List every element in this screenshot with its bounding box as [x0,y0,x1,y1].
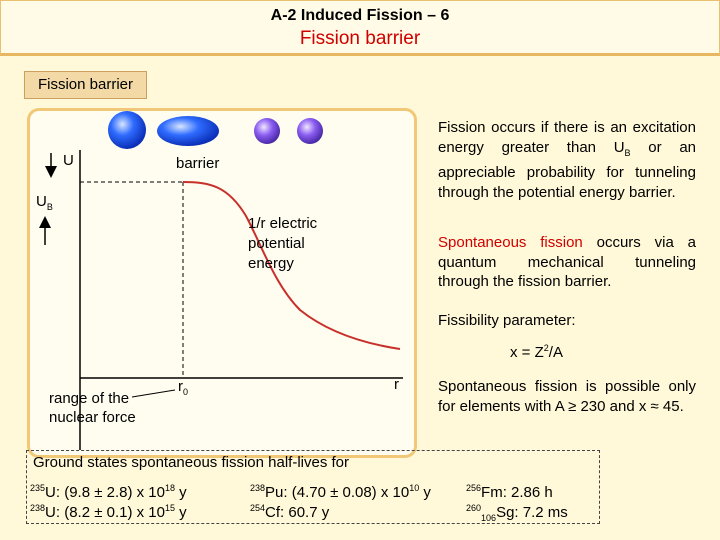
u235-symbol: U [45,484,56,501]
pu238-value: : (4.70 ± 0.08) x 10 [283,484,410,501]
section-label: Fission barrier [24,71,147,99]
slide-subtitle: Fission barrier [299,28,421,49]
sg260-value: : 7.2 ms [514,504,568,521]
range-label-line-1: range of the [49,390,130,407]
u238-exponent: 15 [165,503,176,513]
u235-mass: 235 [30,483,46,493]
paragraph-spontaneous-fission: Spontaneous fission occurs via a quantum… [438,233,696,292]
fm256-symbol: Fm [481,484,503,501]
p1-text-a: Fission occurs if there is an excitation… [438,119,696,156]
r-label: r [394,376,399,393]
p2-text: occurs via a quantum mechanical tunnelin… [438,234,696,290]
range-label-line-2: nuclear force [49,409,136,426]
sg260-symbol: Sg [496,504,515,521]
u238-symbol: U [45,504,56,521]
cf254-mass: 254 [250,503,266,513]
p1-text-b: or an appreciable probability for tunnel… [438,138,697,201]
fm256-mass: 256 [466,483,482,493]
formula-b: /A [548,344,563,361]
half-life-fm256: 256Fm: 2.86 h [466,483,553,501]
ub-label: UB [36,193,53,212]
sg260-z: 106 [481,513,497,523]
potential-label-line-2: potential [248,235,305,252]
r0-label-main: r [178,378,183,395]
half-life-cf254: 254Cf: 60.7 y [250,503,329,521]
half-life-sg260: 260106Sg: 7.2 ms [466,503,568,523]
p2-highlight: Spontaneous fission [438,234,583,251]
potential-label-line-1: 1/r electric [248,215,318,232]
pu238-exponent: 10 [409,483,420,493]
half-lives-title: Ground states spontaneous fission half-l… [33,454,350,471]
slide-title: A-2 Induced Fission – 6 [270,7,450,24]
slide-header: A-2 Induced Fission – 6 Fission barrier [0,0,720,56]
formula-sup: 2 [543,343,549,353]
half-life-u238: 238U: (8.2 ± 0.1) x 1015 y [30,503,187,521]
u235-exponent: 18 [165,483,176,493]
paragraph-possibility: Spontaneous fission is possible only for… [438,378,696,415]
cf254-symbol: Cf [265,504,281,521]
r0-label-sub: 0 [183,387,189,397]
range-label: range of the nuclear force [49,389,136,427]
cf254-value: : 60.7 y [280,504,330,521]
p1-sub: B [624,147,631,158]
u238-value: : (8.2 ± 0.1) x 10 [55,504,165,521]
half-lives-box [26,450,600,524]
fm256-value: : 2.86 h [502,484,553,501]
potential-label: 1/r electric potential energy [248,214,317,274]
ub-label-main: U [36,193,47,210]
fissibility-heading: Fissibility parameter: [438,312,576,329]
barrier-label: barrier [176,155,220,172]
potential-label-line-3: energy [248,255,294,272]
u-label: U [63,152,74,169]
ub-label-sub: B [46,202,53,212]
half-life-pu238: 238Pu: (4.70 ± 0.08) x 1010 y [250,483,431,501]
pu238-mass: 238 [250,483,266,493]
r0-label: r0 [178,378,188,397]
sg260-mass: 260 [466,503,482,513]
u238-mass: 238 [30,503,46,513]
half-life-u235: 235U: (9.8 ± 2.8) x 1018 y [30,483,187,501]
fissibility-formula: x = Z2/A [510,339,563,363]
u238-unit: y [175,504,187,521]
pu238-symbol: Pu [265,484,284,501]
u235-unit: y [175,484,187,501]
u235-value: : (9.8 ± 2.8) x 10 [55,484,165,501]
paragraph-fission-condition: Fission occurs if there is an excitation… [438,118,696,202]
pu238-unit: y [419,484,431,501]
formula-a: x = Z [510,344,544,361]
